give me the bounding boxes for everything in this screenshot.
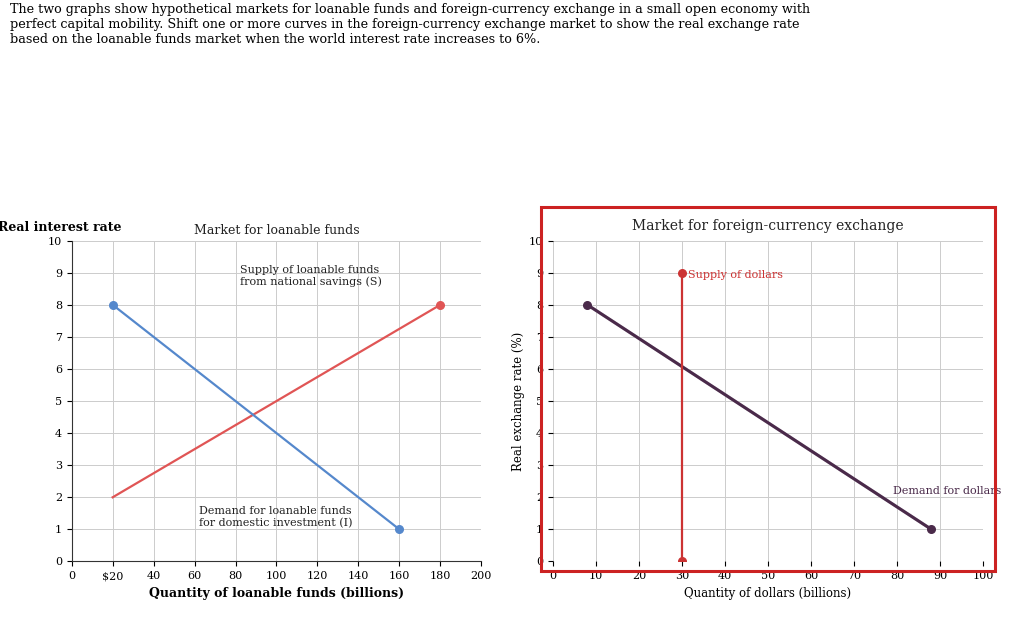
Text: Demand for loanable funds
for domestic investment (I): Demand for loanable funds for domestic i… (199, 506, 352, 528)
Point (674, 268, 690, 278)
Point (432, 300, 449, 310)
Point (674, 557, 690, 566)
Title: Market for foreign-currency exchange: Market for foreign-currency exchange (632, 218, 904, 233)
Text: Supply of dollars: Supply of dollars (688, 270, 783, 280)
Title: Market for loanable funds: Market for loanable funds (194, 224, 359, 237)
Text: Real interest rate: Real interest rate (0, 222, 122, 234)
Point (104, 300, 121, 310)
Point (924, 524, 940, 534)
Point (580, 300, 596, 310)
X-axis label: Quantity of loanable funds (billions): Quantity of loanable funds (billions) (148, 587, 404, 600)
Point (391, 524, 408, 534)
Text: Demand for dollars: Demand for dollars (893, 486, 1001, 496)
X-axis label: Quantity of dollars (billions): Quantity of dollars (billions) (684, 587, 852, 600)
Text: Supply of loanable funds
from national savings (S): Supply of loanable funds from national s… (240, 265, 382, 287)
Text: The two graphs show hypothetical markets for loanable funds and foreign-currency: The two graphs show hypothetical markets… (10, 3, 810, 46)
Y-axis label: Real exchange rate (%): Real exchange rate (%) (512, 331, 525, 471)
